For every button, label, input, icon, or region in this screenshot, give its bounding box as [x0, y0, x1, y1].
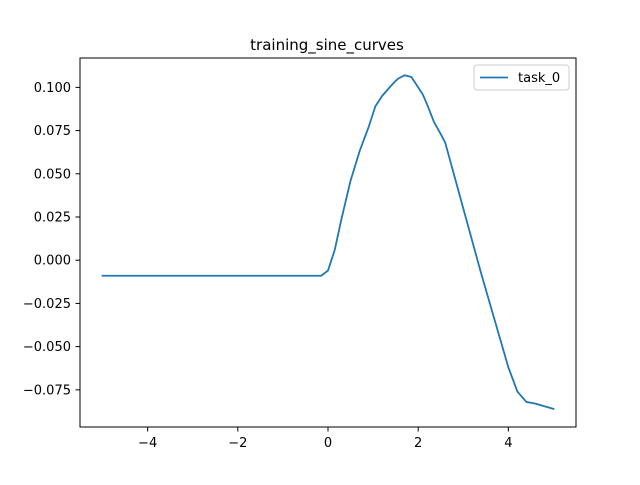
x-tick-label: −2 [228, 436, 247, 451]
x-axis: −4 −2 0 2 4 [138, 427, 513, 451]
x-tick-label: 4 [504, 436, 512, 451]
x-tick-label: 0 [324, 436, 332, 451]
y-axis: 0.100 0.075 0.050 0.025 0.000 −0.025 −0.050 −0.… [23, 81, 80, 398]
y-tick-label: −0.050 [23, 340, 71, 355]
x-tick-label: −4 [138, 436, 157, 451]
series-line-task_0 [101, 74, 555, 410]
y-tick-label: −0.025 [23, 297, 71, 312]
y-tick-label: 0.000 [34, 254, 71, 269]
x-tick-label: 2 [414, 436, 422, 451]
y-tick-label: 0.025 [34, 211, 71, 226]
chart-title: training_sine_curves [250, 36, 404, 55]
y-tick-label: 0.050 [34, 167, 71, 182]
legend-label: task_0 [518, 71, 560, 86]
y-tick-label: 0.075 [34, 124, 71, 139]
legend: task_0 [473, 64, 570, 91]
y-tick-label: −0.075 [23, 383, 71, 398]
legend-box [473, 64, 570, 91]
y-tick-label: 0.100 [34, 81, 71, 96]
